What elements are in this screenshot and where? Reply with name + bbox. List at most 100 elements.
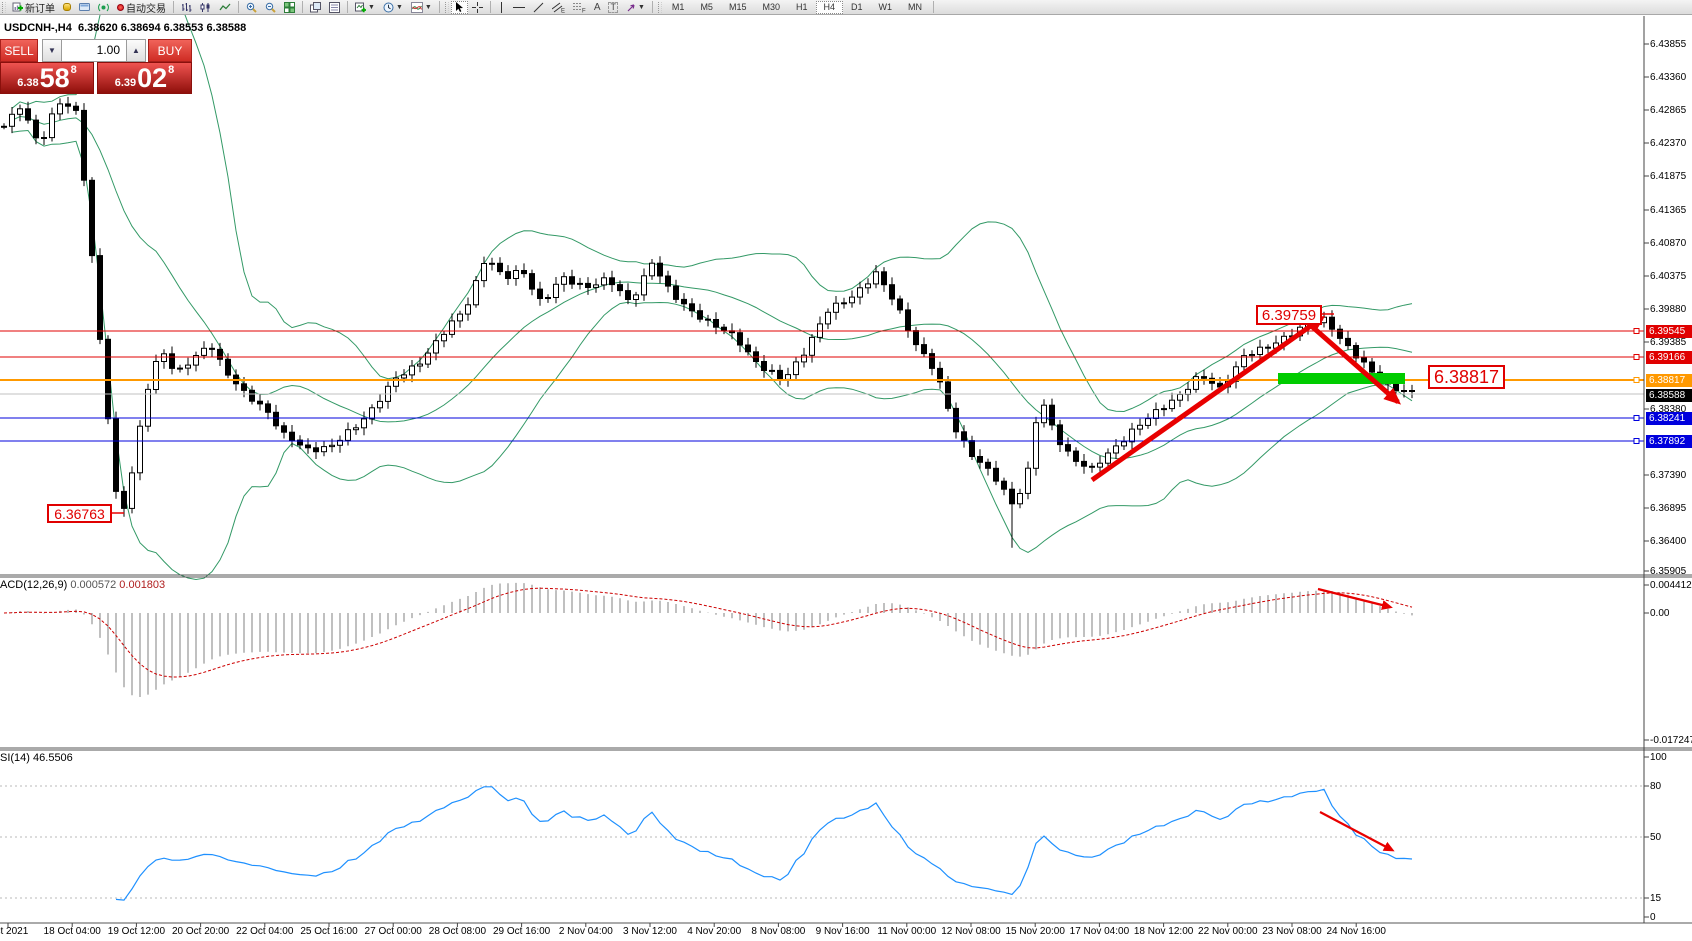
trend-arrows (112, 313, 1402, 852)
time-tick-label: 18 Nov 12:00 (1133, 926, 1194, 937)
chevron-down-icon: ▼ (637, 3, 645, 11)
macd-axis-label: -0.017247 (1650, 735, 1692, 746)
crosshair-button[interactable] (468, 1, 487, 14)
toolbar-grip[interactable] (444, 1, 449, 13)
sell-price-sup: 8 (70, 64, 77, 76)
time-tick-label: Oct 2021 (0, 926, 29, 937)
timeframe-label: M15 (728, 2, 747, 12)
terminal-button[interactable] (75, 1, 94, 14)
zoom-out-button[interactable] (261, 1, 280, 14)
bar-chart-button[interactable] (177, 1, 196, 14)
trend-arrow (1090, 315, 1326, 483)
timeframe-label: M5 (700, 2, 713, 12)
time-tick-label: 23 Nov 08:00 (1262, 926, 1322, 937)
symbol-name: USDCNH-,H4 (4, 22, 72, 34)
rsi-axis-label: 80 (1650, 781, 1662, 792)
sell-price-display[interactable]: 6.38 58 8 (0, 62, 94, 94)
price-tick-label: 6.35905 (1650, 566, 1687, 577)
timeframe-d1-button[interactable]: D1 (843, 1, 871, 14)
timeframe-w1-button[interactable]: W1 (871, 1, 901, 14)
toolbar-separator (651, 1, 653, 13)
text-icon: A (593, 1, 601, 13)
volume-input[interactable]: 1.00 (61, 39, 127, 62)
annotation-high-6-39759[interactable]: 6.39759 (1256, 305, 1322, 325)
price-tick-label: 6.37390 (1650, 470, 1687, 481)
signals-button[interactable] (94, 1, 113, 14)
indicators-button[interactable]: ▼ (407, 1, 436, 14)
line-chart-button[interactable] (215, 1, 235, 14)
equidistant-channel-button[interactable]: E (548, 1, 569, 14)
timeframe-m1-button[interactable]: M1 (664, 1, 693, 14)
line-chart-icon (219, 2, 231, 13)
metaeditor-icon (63, 3, 71, 11)
price-tick-label: 6.41875 (1650, 171, 1687, 182)
rsi-axis-label: 15 (1650, 893, 1662, 904)
macd-axis-label: 0.00 (1650, 608, 1670, 619)
price-tick-label: 6.42370 (1650, 138, 1687, 149)
trend-arrow (1298, 314, 1402, 405)
candlestick-chart-button[interactable] (196, 1, 215, 14)
toolbar-separator (347, 1, 348, 13)
zoom-out-icon (265, 2, 276, 13)
time-tick-label: 22 Nov 00:00 (1198, 926, 1258, 937)
timeframe-m30-button[interactable]: M30 (754, 1, 788, 14)
arrows-dropdown-button[interactable]: ▼ (622, 1, 649, 14)
volume-increase-button[interactable]: ▲ (126, 39, 146, 62)
trendline-button[interactable] (529, 1, 548, 14)
autotrading-button[interactable]: 自动交易 (113, 1, 170, 15)
rsi-axis-label: 100 (1650, 752, 1667, 763)
ohlc-close: 6.38588 (206, 22, 247, 34)
buy-price-display[interactable]: 6.39 02 8 (97, 62, 192, 94)
symbol-ohlc-line: USDCNH-,H4 6.38620 6.38694 6.38553 6.385… (4, 22, 246, 34)
time-tick-label: 9 Nov 16:00 (815, 926, 870, 937)
vertical-line-button[interactable] (494, 1, 509, 14)
arrow-tool-icon (626, 2, 636, 13)
autotrading-status-icon (117, 3, 124, 11)
macd-signal-line (3, 587, 1413, 678)
bar-chart-icon (181, 2, 192, 13)
annotation-level-6-38817[interactable]: 6.38817 (1428, 365, 1505, 389)
tile-windows-button[interactable] (280, 1, 299, 14)
rsi-label: SI(14) 46.5506 (0, 752, 73, 764)
cursor-button[interactable] (450, 0, 468, 14)
price-tick-label: 6.36400 (1650, 536, 1687, 547)
new-order-label: 新订单 (25, 3, 55, 15)
timeframe-h4-button[interactable]: H4 (815, 0, 844, 14)
bollinger-middle (11, 115, 1413, 460)
fibonacci-button[interactable]: F (569, 1, 590, 14)
toolbar: 新订单 自动交易 ▼ ▼ (0, 0, 1692, 15)
price-tick-label: 6.41365 (1650, 205, 1687, 216)
chevron-down-icon: ▼ (368, 3, 375, 11)
vertical-line-icon (498, 1, 505, 13)
time-tick-label: 12 Nov 08:00 (941, 926, 1001, 937)
text-button[interactable]: A (590, 1, 605, 14)
volume-decrease-button[interactable]: ▼ (42, 39, 62, 62)
new-order-button[interactable]: 新订单 (8, 1, 59, 15)
arrange-windows-button[interactable] (325, 1, 344, 14)
buy-button[interactable]: BUY (148, 39, 192, 62)
annotation-low-6-36763[interactable]: 6.36763 (47, 504, 112, 523)
sell-button[interactable]: SELL (0, 39, 38, 62)
time-tick-label: 27 Oct 00:00 (364, 926, 422, 937)
cascade-windows-button[interactable] (306, 1, 325, 14)
rsi-panel (0, 785, 1644, 901)
new-chart-icon (355, 2, 366, 13)
zoom-in-button[interactable] (242, 1, 261, 14)
timeframe-m5-button[interactable]: M5 (692, 1, 721, 14)
buy-price-big: 02 (137, 63, 168, 93)
timeframe-h1-button[interactable]: H1 (788, 1, 816, 14)
toolbar-grip[interactable] (2, 1, 6, 13)
metaeditor-button[interactable] (59, 1, 75, 14)
timeframe-mn-button[interactable]: MN (900, 1, 930, 14)
text-label-button[interactable]: T (604, 1, 622, 14)
toolbar-grip[interactable] (657, 1, 662, 13)
horizontal-line-button[interactable] (509, 1, 529, 14)
ohlc-low: 6.38553 (163, 22, 204, 34)
new-chart-button[interactable]: ▼ (351, 1, 379, 14)
equidistant-channel-icon: E (551, 2, 565, 13)
time-tick-label: 24 Nov 16:00 (1326, 926, 1386, 937)
timeframe-m15-button[interactable]: M15 (721, 1, 755, 14)
periods-button[interactable]: ▼ (379, 1, 407, 14)
timeframe-label: M30 (762, 2, 780, 12)
